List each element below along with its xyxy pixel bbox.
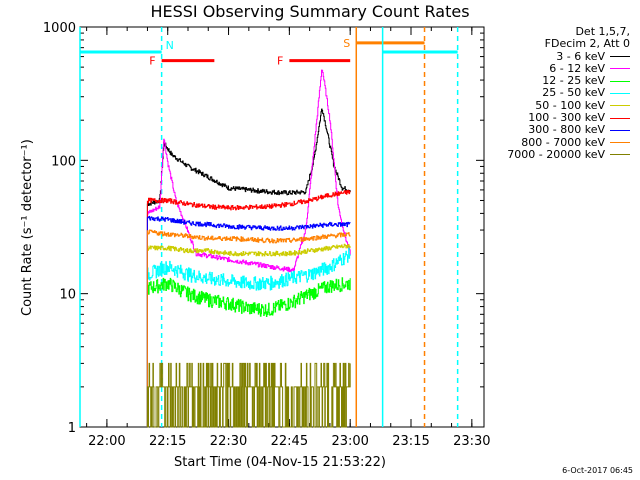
legend-entry: 7000 - 20000 keV	[465, 147, 630, 161]
legend-header-2: FDecim 2, Att 0	[544, 37, 630, 51]
x-tick-label: 23:15	[392, 434, 429, 449]
legend-label: 50 - 100 keV	[535, 98, 605, 112]
legend-swatch	[610, 68, 630, 70]
legend-label: 7000 - 20000 keV	[507, 147, 605, 161]
series-line	[146, 229, 351, 427]
legend-swatch	[610, 117, 630, 119]
series-lines	[146, 69, 351, 428]
legend-swatch	[610, 154, 630, 156]
y-tick-label: 1	[68, 421, 76, 436]
x-tick-label: 22:15	[149, 434, 186, 449]
tick-labels: 1 10 100 1000 22:00 22:15 22:30 22:45 23:00 23:15…	[43, 21, 491, 449]
legend-header-1: Det 1,5,7,	[575, 25, 630, 38]
chart-title: HESSI Observing Summary Count Rates	[150, 2, 470, 21]
series-line	[146, 108, 351, 427]
flag-label: F	[277, 55, 283, 68]
legend-swatch	[610, 142, 630, 144]
legend-swatch	[610, 129, 630, 131]
x-tick-label: 23:00	[331, 434, 368, 449]
x-tick-label: 22:30	[210, 434, 247, 449]
x-axis-label: Start Time (04-Nov-15 21:53:22)	[174, 455, 386, 470]
legend-swatch	[610, 56, 630, 58]
series-line	[146, 69, 351, 427]
flag-label: F	[149, 55, 155, 68]
legend-label: 12 - 25 keV	[542, 74, 605, 88]
x-tick-label: 22:45	[271, 434, 308, 449]
legend-swatch	[610, 92, 630, 94]
legend-label: 25 - 50 keV	[542, 86, 605, 100]
legend-entry: 12 - 25 keV	[465, 75, 630, 87]
series-line	[146, 362, 351, 428]
series-line	[146, 189, 351, 427]
series-line	[146, 247, 351, 427]
legend-entry: 800 - 7000 keV	[465, 135, 630, 149]
legend-entry: 100 - 300 keV	[465, 111, 630, 125]
legend-swatch	[610, 80, 630, 82]
legend-entry: 50 - 100 keV	[465, 98, 630, 112]
legend-label: 800 - 7000 keV	[521, 135, 605, 149]
timestamp: 6-Oct-2017 06:45	[562, 466, 633, 475]
y-axis-label: Count Rate (s⁻¹ detector⁻¹)	[20, 138, 35, 316]
legend-entry: 6 - 12 keV	[465, 61, 630, 75]
flag-label: S	[343, 37, 350, 50]
legend-entry: 3 - 6 keV	[465, 49, 630, 63]
x-tick-label: 22:00	[88, 434, 125, 449]
series-line	[146, 215, 351, 427]
series-line	[146, 277, 351, 427]
legend-label: 6 - 12 keV	[549, 61, 605, 75]
y-tick-label: 100	[51, 154, 76, 169]
legend-entry: 25 - 50 keV	[465, 87, 630, 99]
legend-label: 3 - 6 keV	[556, 49, 605, 63]
y-tick-label: 1000	[43, 21, 76, 36]
legend-label: 300 - 800 keV	[528, 123, 605, 137]
flag-markers: NF FS	[79, 27, 459, 427]
series-line	[146, 243, 351, 427]
legend-swatch	[610, 105, 630, 107]
y-tick-label: 10	[59, 288, 76, 303]
legend-label: 100 - 300 keV	[528, 111, 605, 125]
legend: Det 1,5,7, FDecim 2, Att 0 3 - 6 keV 6 - …	[465, 25, 630, 161]
legend-entry: 300 - 800 keV	[465, 124, 630, 136]
flag-label: N	[166, 39, 174, 52]
x-tick-label: 23:30	[453, 434, 490, 449]
